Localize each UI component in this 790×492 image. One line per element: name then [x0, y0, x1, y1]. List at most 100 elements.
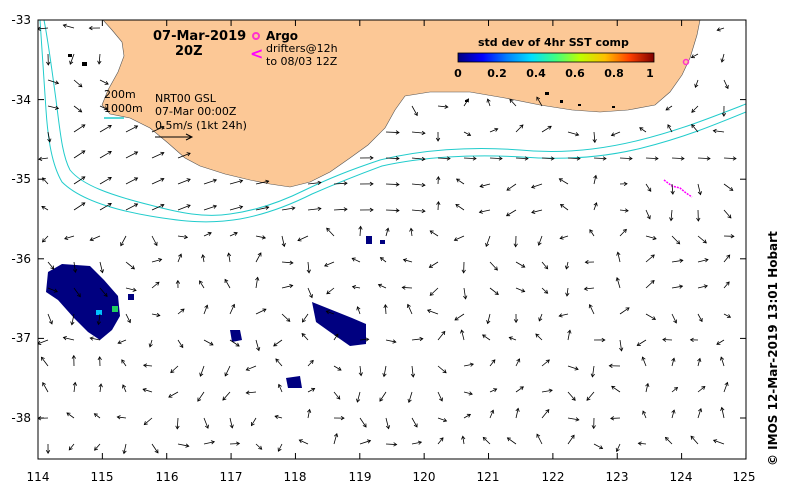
current-vector-head: [413, 423, 418, 428]
current-vector-head: [680, 156, 685, 161]
current-vector: [593, 131, 596, 143]
current-vector: [255, 235, 266, 239]
current-vector: [437, 391, 443, 402]
lon-tick-label: 115: [91, 470, 114, 484]
current-vector: [333, 365, 342, 371]
current-vector-head: [506, 186, 511, 191]
current-vector: [99, 125, 112, 133]
current-vector: [99, 383, 102, 393]
current-vector: [99, 287, 108, 297]
current-vector-head: [702, 239, 707, 244]
current-vector-head: [576, 156, 581, 161]
current-vector-head: [548, 388, 553, 393]
current-vector-head: [426, 309, 432, 314]
current-vector-head: [369, 207, 374, 213]
current-vector-head: [453, 237, 458, 242]
current-vector: [411, 365, 414, 377]
current-vector: [281, 235, 285, 247]
current-vector-head: [712, 439, 718, 444]
lon-axis-labels: 114 115 116 117 118 119 120 121 122 123 …: [27, 470, 756, 484]
current-vector-head: [726, 314, 732, 318]
current-vector: [461, 329, 465, 341]
current-vector-head: [444, 104, 449, 109]
current-vector: [94, 443, 101, 451]
current-vector: [429, 230, 439, 237]
current-vector: [536, 433, 543, 445]
sst-patch-small1: [230, 330, 242, 342]
current-vector-head: [392, 339, 397, 344]
current-vector: [47, 79, 59, 84]
current-vector-head: [204, 304, 209, 309]
current-vector: [125, 177, 138, 185]
current-vector: [515, 358, 520, 367]
current-vector-head: [385, 227, 390, 232]
current-vector-head: [179, 343, 184, 349]
current-vector-head: [690, 54, 696, 59]
current-vector: [407, 304, 413, 315]
current-vector-head: [491, 359, 496, 364]
current-vector: [228, 253, 231, 263]
current-vector: [125, 313, 131, 323]
current-vector-head: [265, 179, 270, 184]
current-vector-head: [107, 176, 112, 181]
current-vector: [177, 235, 188, 238]
current-vector: [273, 339, 283, 347]
current-vector-head: [379, 397, 384, 402]
current-vector-head: [175, 425, 180, 430]
current-vector: [66, 412, 75, 419]
current-vector: [645, 313, 656, 320]
current-vector-head: [513, 319, 519, 324]
current-vector-head: [395, 182, 400, 187]
current-vector-head: [413, 111, 418, 117]
current-vector-head: [239, 179, 244, 184]
current-vector-head: [409, 227, 414, 232]
current-vector-head: [417, 440, 423, 445]
current-vector-head: [441, 330, 446, 335]
current-vector-head: [696, 217, 701, 222]
current-vector: [197, 391, 205, 402]
current-vector: [515, 261, 525, 268]
current-vector-head: [469, 362, 474, 367]
current-vector-head: [493, 266, 498, 271]
current-vector: [697, 259, 709, 263]
current-vector: [593, 443, 603, 449]
current-vector-head: [46, 61, 51, 66]
current-vector-head: [472, 156, 477, 161]
current-vector: [122, 384, 127, 393]
current-vector-head: [482, 436, 487, 441]
current-vector: [385, 339, 396, 343]
current-vector: [723, 209, 732, 219]
current-vector-head: [97, 60, 102, 65]
colorbar: [457, 52, 655, 63]
current-vector-head: [379, 257, 384, 262]
current-vector-head: [669, 217, 674, 222]
current-vector: [723, 382, 728, 393]
current-vector: [352, 257, 361, 263]
current-vector: [307, 360, 314, 367]
current-vector: [90, 235, 101, 241]
current-vector: [333, 333, 339, 341]
current-vector-head: [185, 443, 190, 448]
current-vector-head: [45, 449, 51, 454]
current-vector-head: [130, 265, 135, 270]
current-vector: [671, 259, 683, 263]
current-vector-head: [544, 265, 549, 270]
current-vector-head: [97, 356, 102, 361]
current-vector-head: [567, 329, 572, 334]
current-vector: [255, 206, 269, 211]
current-vector-head: [122, 384, 127, 389]
current-vector: [359, 440, 371, 445]
current-vector-head: [127, 319, 131, 324]
current-vector-head: [231, 303, 236, 308]
current-vector-head: [355, 398, 361, 403]
current-vector: [593, 202, 597, 211]
current-vector-head: [593, 174, 598, 179]
current-vector-head: [586, 396, 591, 401]
current-vector: [665, 437, 673, 445]
current-vector-head: [637, 441, 642, 446]
current-vector: [41, 206, 49, 211]
current-vector-head: [326, 290, 331, 295]
current-vector-head: [703, 284, 708, 289]
current-vector-head: [201, 254, 206, 259]
current-vector: [47, 261, 55, 270]
